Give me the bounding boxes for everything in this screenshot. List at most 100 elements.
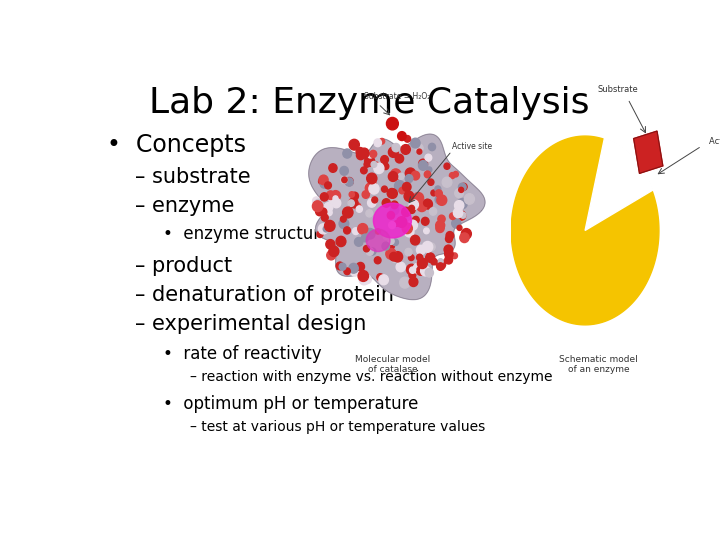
Circle shape <box>339 263 346 270</box>
Circle shape <box>312 197 320 205</box>
Circle shape <box>459 187 464 192</box>
Circle shape <box>402 223 413 234</box>
Circle shape <box>391 169 401 180</box>
Circle shape <box>408 255 414 260</box>
Circle shape <box>410 267 415 273</box>
Circle shape <box>445 256 453 264</box>
Circle shape <box>386 248 396 259</box>
Circle shape <box>368 152 373 158</box>
Circle shape <box>332 198 341 208</box>
Text: Schematic model
of an enzyme: Schematic model of an enzyme <box>559 355 638 374</box>
Circle shape <box>436 224 444 233</box>
Circle shape <box>367 199 376 207</box>
Circle shape <box>409 205 415 211</box>
Circle shape <box>354 203 361 210</box>
Circle shape <box>330 191 341 201</box>
Circle shape <box>315 207 323 215</box>
Circle shape <box>454 200 464 210</box>
Circle shape <box>374 139 382 147</box>
Circle shape <box>342 177 347 183</box>
Circle shape <box>364 156 374 166</box>
Circle shape <box>429 207 436 215</box>
Circle shape <box>416 245 426 255</box>
Circle shape <box>369 248 376 255</box>
Text: – denaturation of protein: – denaturation of protein <box>135 285 394 305</box>
Circle shape <box>353 228 359 234</box>
Circle shape <box>466 197 472 204</box>
Circle shape <box>354 238 363 246</box>
Circle shape <box>366 248 374 255</box>
Circle shape <box>431 190 436 196</box>
Circle shape <box>428 143 436 151</box>
Text: – test at various pH or temperature values: – test at various pH or temperature valu… <box>190 420 486 434</box>
Circle shape <box>405 174 413 183</box>
Circle shape <box>374 162 379 167</box>
Circle shape <box>329 196 338 205</box>
Circle shape <box>321 214 328 221</box>
Circle shape <box>358 224 368 234</box>
Circle shape <box>435 190 442 197</box>
Circle shape <box>363 275 372 284</box>
Text: – substrate: – substrate <box>135 167 251 187</box>
Circle shape <box>405 168 415 179</box>
Circle shape <box>418 160 428 170</box>
Circle shape <box>377 274 384 281</box>
Circle shape <box>346 178 354 186</box>
Circle shape <box>402 207 410 217</box>
Circle shape <box>396 262 405 272</box>
Circle shape <box>348 200 354 206</box>
Circle shape <box>413 141 419 147</box>
Circle shape <box>435 186 441 192</box>
Circle shape <box>387 212 395 219</box>
Text: – experimental design: – experimental design <box>135 314 366 334</box>
Circle shape <box>361 167 367 174</box>
Circle shape <box>318 224 328 234</box>
Circle shape <box>413 263 423 274</box>
Circle shape <box>424 171 431 178</box>
Circle shape <box>356 206 362 212</box>
Circle shape <box>383 234 389 240</box>
Circle shape <box>427 167 432 172</box>
Circle shape <box>388 189 397 198</box>
Text: •  optimum pH or temperature: • optimum pH or temperature <box>163 395 418 413</box>
Text: Active site: Active site <box>452 141 492 151</box>
Circle shape <box>390 206 399 215</box>
Circle shape <box>392 144 400 152</box>
Circle shape <box>329 164 337 172</box>
Circle shape <box>417 254 423 261</box>
Circle shape <box>326 240 335 249</box>
Circle shape <box>446 232 454 240</box>
Circle shape <box>388 147 398 157</box>
Circle shape <box>327 251 336 260</box>
Circle shape <box>435 195 443 204</box>
Circle shape <box>457 225 462 231</box>
Circle shape <box>390 252 398 261</box>
Circle shape <box>390 244 395 249</box>
Circle shape <box>428 179 434 185</box>
Circle shape <box>325 182 331 189</box>
Circle shape <box>379 138 384 144</box>
Circle shape <box>397 132 406 140</box>
Circle shape <box>436 221 445 230</box>
Circle shape <box>326 210 332 215</box>
Circle shape <box>437 195 446 205</box>
Circle shape <box>369 184 379 194</box>
Text: Substrate: Substrate <box>598 85 639 94</box>
Text: •  rate of reactivity: • rate of reactivity <box>163 346 321 363</box>
Polygon shape <box>511 136 659 325</box>
Circle shape <box>442 177 452 187</box>
Circle shape <box>374 257 381 264</box>
Circle shape <box>460 212 466 218</box>
Circle shape <box>446 235 452 242</box>
Circle shape <box>388 172 397 181</box>
Circle shape <box>444 163 450 170</box>
Circle shape <box>388 238 394 245</box>
Circle shape <box>426 268 433 277</box>
Circle shape <box>410 235 420 245</box>
Circle shape <box>359 275 369 285</box>
Circle shape <box>405 227 414 237</box>
Circle shape <box>330 247 336 253</box>
Circle shape <box>341 177 348 184</box>
Circle shape <box>449 173 455 179</box>
Polygon shape <box>585 138 653 231</box>
